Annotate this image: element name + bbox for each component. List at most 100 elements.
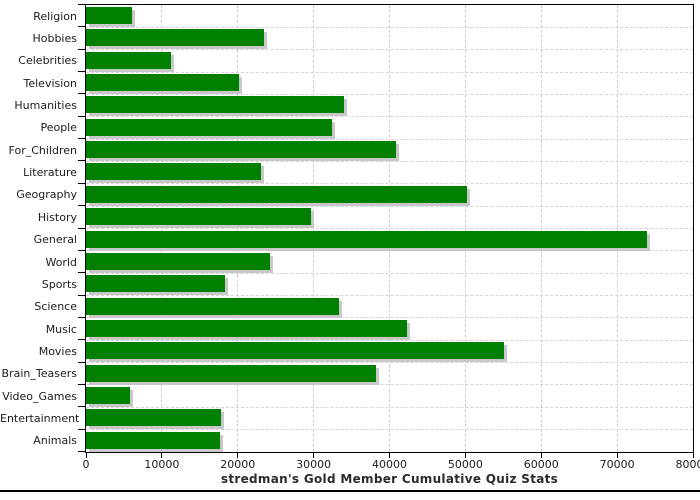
horizontal-gridline [86,339,693,341]
horizontal-gridline [86,205,693,207]
horizontal-gridline [86,71,693,73]
bar-celebrities [86,51,171,69]
y-tick-mark [78,93,85,95]
category-label: Television [23,76,78,90]
y-tick-mark [78,138,85,140]
horizontal-gridline [86,429,693,431]
x-tick-label: 0 [82,458,90,471]
y-tick-mark [78,383,85,385]
horizontal-gridline [86,406,693,408]
x-tick-mark [464,453,466,458]
bar-geography [86,185,467,203]
x-tick-label: 60000 [523,458,559,471]
y-tick-mark [78,428,85,430]
y-tick-mark [78,339,85,341]
bar-television [86,74,239,92]
horizontal-gridline [86,317,693,319]
y-tick-mark [78,294,85,296]
horizontal-gridline [86,272,693,274]
y-tick-mark [78,4,85,5]
horizontal-gridline [86,160,693,162]
x-tick-mark [540,453,542,458]
bar-brain_teasers [86,364,376,382]
category-label: Music [45,322,77,336]
y-tick-mark [78,26,85,28]
category-label: Celebrities [18,54,77,68]
y-tick-mark [78,71,85,73]
bar-humanities [86,96,344,114]
horizontal-gridline [86,116,693,118]
category-label: Science [34,300,77,314]
bar-general [86,230,648,248]
y-tick-mark [78,406,85,408]
bar-video_games [86,386,130,404]
x-tick-label: 70000 [599,458,635,471]
x-tick-mark [616,453,618,458]
x-tick-label: 30000 [296,458,332,471]
category-label: General [33,233,77,247]
category-label: Brain_Teasers [1,367,77,381]
x-tick-mark [85,453,87,458]
bar-hobbies [86,29,264,47]
horizontal-gridline [86,250,693,252]
horizontal-gridline [86,362,693,364]
y-tick-mark [78,272,85,274]
category-label: People [40,121,77,135]
category-label: For_Children [8,143,77,157]
category-label: Literature [23,166,77,180]
category-label: Geography [16,188,77,202]
horizontal-gridline [86,138,693,140]
bar-science [86,297,339,315]
category-label: Movies [38,344,77,358]
bar-music [86,319,407,337]
bar-animals [86,431,221,449]
category-label: Hobbies [32,32,77,46]
x-tick-mark [692,453,694,458]
bottom-frame-line [0,490,700,492]
horizontal-gridline [86,384,693,386]
x-tick-mark [161,453,163,458]
horizontal-gridline [86,93,693,95]
y-tick-mark [78,316,85,318]
bar-movies [86,342,505,360]
bar-for_children [86,141,397,159]
bar-sports [86,275,225,293]
plot-area [85,4,694,453]
bar-literature [86,163,262,181]
bar-entertainment [86,409,222,427]
horizontal-gridline [86,228,693,229]
y-tick-mark [78,227,85,229]
bar-religion [86,7,132,24]
horizontal-gridline [86,49,693,51]
y-tick-mark [78,451,85,452]
chart-title: stredman's Gold Member Cumulative Quiz S… [220,472,559,486]
category-label: Animals [33,434,77,448]
x-tick-mark [237,453,239,458]
category-label: Sports [41,277,77,291]
x-tick-label: 10000 [144,458,180,471]
y-tick-mark [78,361,85,363]
category-label: History [37,210,77,224]
category-label: Entertainment [0,411,80,425]
y-tick-mark [78,249,85,251]
x-tick-label: 40000 [372,458,407,471]
horizontal-gridline [86,26,693,28]
horizontal-gridline [86,183,693,185]
bar-history [86,208,312,226]
x-tick-label: 20000 [220,458,256,471]
y-tick-mark [78,160,85,162]
y-tick-mark [78,48,85,50]
x-tick-label: 80000 [675,458,700,471]
horizontal-gridline [86,295,693,297]
y-tick-mark [78,115,85,117]
category-label: Humanities [14,99,77,113]
category-label: Religion [33,9,77,23]
x-tick-mark [313,453,315,458]
y-tick-mark [78,205,85,207]
bar-people [86,118,332,136]
bar-world [86,252,271,270]
x-tick-mark [389,453,390,458]
category-label: Video_Games [2,389,77,403]
category-label: World [45,255,77,269]
